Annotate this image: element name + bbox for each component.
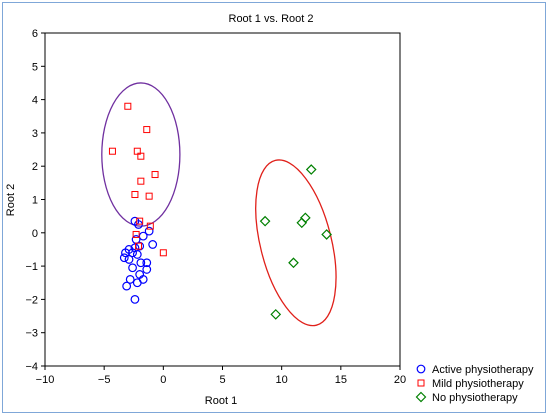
legend-entry-label: Active physiotherapy (432, 364, 534, 376)
data-point-active (144, 226, 154, 236)
data-point-mild (124, 102, 132, 110)
y-tick-label: 4 (32, 95, 38, 107)
x-tick-label: 10 (276, 374, 288, 386)
legend-marker-square (417, 379, 425, 387)
data-point-active (142, 265, 152, 274)
data-point-active (121, 248, 130, 258)
x-tick-label: −5 (98, 374, 111, 386)
data-point-none (259, 215, 271, 227)
data-point-active (119, 253, 129, 263)
x-tick-label: 15 (335, 374, 347, 386)
legend-marker-circle (416, 364, 426, 374)
y-tick-label: 6 (32, 28, 38, 40)
y-tick-label: 2 (32, 161, 38, 173)
y-tick-label: −1 (25, 261, 38, 273)
y-tick-label: 0 (32, 228, 38, 240)
data-point-active (122, 281, 132, 291)
data-point-none (296, 217, 308, 229)
data-point-active (128, 263, 137, 273)
legend-entry-label: No physiotherapy (432, 392, 518, 404)
plot-area (45, 33, 400, 366)
data-point-active (132, 250, 142, 259)
y-tick-label: −2 (25, 294, 38, 306)
data-point-active (148, 240, 158, 249)
data-point-active (125, 275, 135, 284)
data-point-active (124, 255, 134, 264)
data-point-mild (151, 171, 159, 179)
y-tick-label: −4 (25, 361, 38, 373)
y-tick-label: 1 (32, 195, 38, 207)
plot-border (44, 32, 401, 367)
y-tick-label: 3 (32, 128, 38, 140)
y-tick-label: −3 (25, 328, 38, 340)
data-point-mild (146, 222, 154, 230)
x-tick-label: 5 (219, 374, 225, 386)
data-point-mild (108, 147, 116, 155)
x-axis-label: Root 1 (205, 395, 237, 407)
x-tick-label: 20 (394, 374, 406, 386)
data-point-mild (132, 230, 140, 238)
data-point-none (288, 257, 299, 269)
y-axis-label: Root 2 (5, 184, 17, 216)
data-point-mild (143, 126, 151, 134)
data-point-none (321, 229, 332, 240)
x-tick-label: 0 (160, 374, 166, 386)
y-tick-label: 5 (32, 61, 38, 73)
data-point-active (130, 295, 140, 304)
data-point-mild (159, 249, 167, 257)
data-point-none (305, 164, 317, 175)
data-point-active (132, 278, 142, 288)
data-point-mild (133, 147, 141, 155)
data-point-none (270, 309, 282, 320)
data-point-mild (134, 242, 142, 250)
data-point-mild (145, 192, 153, 200)
chart-title: Root 1 vs. Root 2 (229, 13, 314, 25)
legend-entry-label: Mild physiotherapy (432, 378, 524, 390)
legend-marker-diamond (415, 391, 427, 403)
data-point-mild (137, 177, 145, 185)
data-point-active (142, 258, 152, 268)
data-point-mild (131, 191, 139, 199)
data-point-active (136, 258, 146, 268)
data-point-mild (136, 217, 144, 225)
data-point-mild (137, 152, 145, 160)
confidence-ellipse-1 (101, 82, 181, 227)
x-tick-label: −10 (36, 374, 55, 386)
